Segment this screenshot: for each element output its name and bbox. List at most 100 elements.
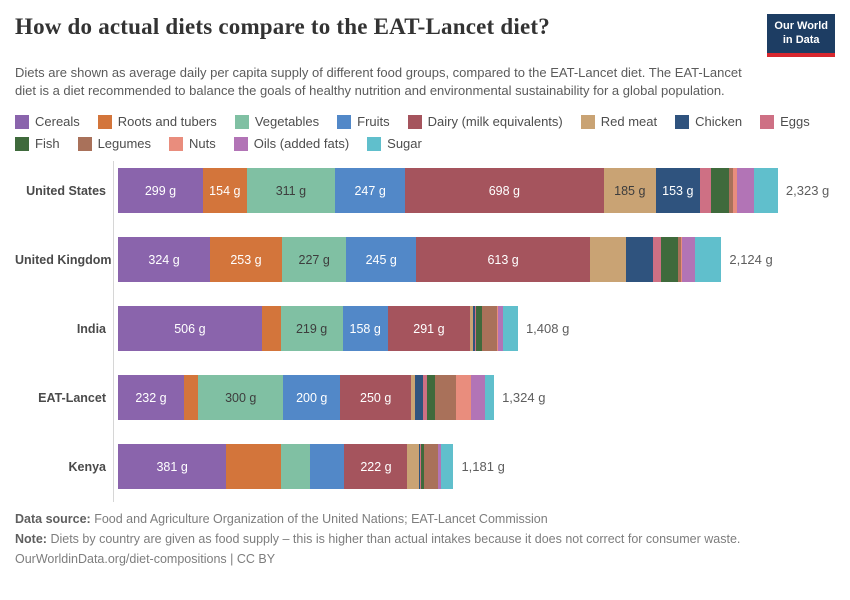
segment-fish [661,237,679,283]
segment-chicken [418,444,421,490]
segment-vegetables: 311 g [246,168,336,214]
legend-item-cereals: Cereals [15,114,80,129]
segment-eggs [423,375,428,421]
segment-cereals: 381 g [118,444,227,490]
total-value-label: 1,408 g [525,321,570,337]
segment-legumes [678,237,682,283]
bar-area: 299 g 154 g 311 g 247 g 698 g 185 g 153 g 2,323… [113,168,835,214]
chart-row-united-kingdom: United Kingdom 324 g 253 g 227 g 245 g 613 g 2… [15,237,835,283]
stacked-bar-chart: United States 299 g 154 g 311 g 247 g 698 g 18… [15,161,835,503]
segment-value-label: 185 g [614,183,646,198]
legend-label: Cereals [35,114,80,130]
segment-value-label: 153 g [662,183,694,198]
country-label: Kenya [68,459,106,474]
total-value-label: 1,324 g [502,390,546,406]
segment-fruits [310,444,345,490]
chart-row-india: India 506 g 219 g 158 g 291 g 1,408 g [15,306,835,352]
data-source-label: Data source: [15,512,91,527]
segment-legumes [423,444,438,490]
legend-label: Vegetables [254,114,320,130]
segment-oils-added-fats [470,375,486,421]
segment-fish [421,444,424,490]
legend-swatch-fruits [337,114,352,129]
note-label: Note: [15,532,47,547]
segment-sugar [754,168,778,214]
segment-value-label: 311 g [275,183,307,198]
total-value-label: 1,181 g [461,459,505,475]
segment-cereals: 232 g [118,375,184,421]
legend-swatch-vegetables [234,114,249,129]
segment-vegetables: 227 g [281,237,347,283]
bar-area: 324 g 253 g 227 g 245 g 613 g 2,124 g [113,237,835,283]
segment-eggs [699,168,712,214]
segment-roots-and-tubers: 253 g [210,237,282,283]
legend-swatch-roots-and-tubers [97,114,112,129]
segment-fruits: 158 g [342,306,388,352]
segment-nuts [732,168,737,214]
legend-label: Oils (added fats) [253,136,350,152]
segment-value-label: 613 g [487,252,519,267]
legend: Cereals Roots and tubers Vegetables Fruits D… [15,114,835,151]
segment-value-label: 222 g [360,459,392,474]
owid-logo[interactable]: Our World in Data [767,14,835,57]
bar-area: 381 g 222 g 1,181 g [113,444,835,490]
segment-eggs [653,237,662,283]
legend-item-fish: Fish [15,136,60,151]
legend-swatch-sugar [367,136,382,151]
segment-value-label: 291 g [413,321,445,336]
bar-area: 232 g 300 g 200 g 250 g 1,324 g [113,375,835,421]
footer: Data source: Food and Agriculture Organi… [15,509,835,569]
segment-sugar [440,444,454,490]
header: How do actual diets compare to the EAT-L… [15,14,835,57]
segment-fruits: 245 g [346,237,417,283]
legend-swatch-cereals [15,114,29,129]
country-label: United Kingdom [15,252,112,267]
segment-roots-and-tubers: 154 g [202,168,247,214]
legend-item-fruits: Fruits [337,114,390,129]
bar-area: 506 g 219 g 158 g 291 g 1,408 g [113,306,835,352]
segment-sugar [503,306,518,352]
segment-value-label: 200 g [296,390,328,405]
country-label: United States [26,183,106,198]
segment-legumes [482,306,497,352]
segment-nuts [681,237,683,283]
segment-nuts [456,375,471,421]
page-title: How do actual diets compare to the EAT-L… [15,14,550,39]
segment-chicken [415,375,424,421]
segment-vegetables: 300 g [198,375,284,421]
chart-row-united-states: United States 299 g 154 g 311 g 247 g 698 g 18… [15,168,835,214]
segment-dairy-milk-equivalents: 698 g [405,168,604,214]
segment-value-label: 324 g [148,252,180,267]
legend-swatch-chicken [675,114,690,129]
data-source-text: Food and Agriculture Organization of the… [94,512,548,527]
segment-red-meat [407,444,419,490]
segment-fish [476,306,483,352]
segment-chicken: 153 g [656,168,700,214]
segment-value-label: 247 g [354,183,386,198]
owid-logo-line2: in Data [782,33,820,46]
country-label: EAT-Lancet [38,390,106,405]
segment-oils-added-fats [682,237,696,283]
citation-link[interactable]: OurWorldinData.org/diet-compositions | C… [15,552,276,567]
legend-item-roots-and-tubers: Roots and tubers [97,114,217,130]
segment-value-label: 154 g [209,183,241,198]
segment-nuts [496,306,499,352]
segment-vegetables: 219 g [280,306,343,352]
segment-value-label: 232 g [135,390,167,405]
segment-oils-added-fats [498,306,504,352]
segment-roots-and-tubers [226,444,281,490]
segment-value-label: 253 g [230,252,262,267]
note-line: Note: Diets by country are given as food… [15,529,835,549]
segment-eggs [420,444,422,490]
chart-row-kenya: Kenya 381 g 222 g 1,181 g [15,444,835,490]
legend-label: Fish [35,136,60,152]
country-label: India [76,321,106,336]
legend-label: Fruits [357,114,390,130]
legend-item-chicken: Chicken [675,114,742,129]
note-text: Diets by country are given as food suppl… [50,532,741,547]
stacked-bar: 506 g 219 g 158 g 291 g [118,306,518,352]
legend-label: Roots and tubers [117,114,217,130]
legend-item-nuts: Nuts [169,136,216,151]
legend-item-oils-added-fats: Oils (added fats) [233,136,350,152]
segment-roots-and-tubers [261,306,281,352]
